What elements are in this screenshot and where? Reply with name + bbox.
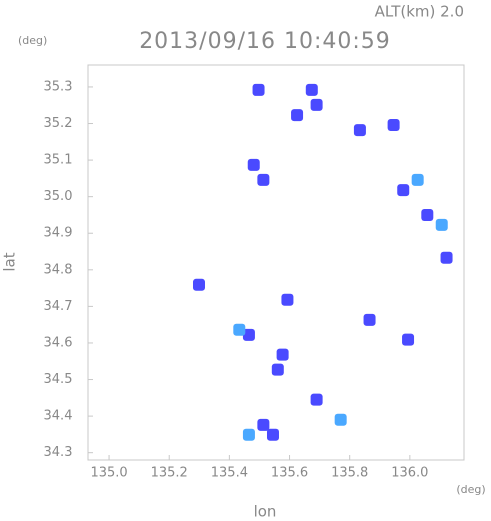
radar-echo xyxy=(411,173,424,186)
y-tick-label: 35.3 xyxy=(44,79,73,94)
radar-echo xyxy=(192,278,205,291)
radar-echo xyxy=(247,158,260,171)
x-tick-label: 135.4 xyxy=(211,466,248,481)
radar-echo xyxy=(363,313,376,326)
radar-echo xyxy=(440,251,453,264)
radar-echo xyxy=(435,218,448,231)
y-tick-label: 34.5 xyxy=(44,372,73,387)
radar-echo xyxy=(257,173,270,186)
radar-echo xyxy=(257,418,270,431)
x-tick-label: 136.0 xyxy=(391,466,428,481)
altitude-label: ALT(km) 2.0 xyxy=(375,3,464,21)
radar-echo xyxy=(305,83,318,96)
radar-echo xyxy=(271,363,284,376)
y-tick-label: 34.3 xyxy=(44,445,73,460)
radar-echo xyxy=(334,413,347,426)
y-tick-label: 34.7 xyxy=(44,299,73,314)
x-unit: (deg) xyxy=(456,483,485,496)
plot-frame xyxy=(87,64,465,461)
radar-echo xyxy=(281,293,294,306)
y-tick-label: 34.8 xyxy=(44,262,73,277)
radar-echo xyxy=(242,328,255,341)
radar-echo xyxy=(402,333,415,346)
radar-echo xyxy=(353,124,366,137)
chart-title: 2013/09/16 10:40:59 xyxy=(139,29,391,54)
radar-echo xyxy=(310,98,323,111)
radar-echo xyxy=(291,109,304,122)
y-tick-label: 34.4 xyxy=(44,409,73,424)
radar-echo xyxy=(310,393,323,406)
radar-echo xyxy=(252,83,265,96)
y-tick-label: 34.9 xyxy=(44,226,73,241)
x-tick-label: 135.6 xyxy=(271,466,308,481)
radar-echo xyxy=(387,118,400,131)
radar-echo xyxy=(233,323,246,336)
y-tick-label: 35.1 xyxy=(44,153,73,168)
y-tick-label: 34.6 xyxy=(44,335,73,350)
radar-echo xyxy=(421,208,434,221)
y-unit: (deg) xyxy=(18,34,47,47)
x-axis-label: lon xyxy=(254,503,277,521)
radar-echo xyxy=(397,184,410,197)
radar-echo xyxy=(276,348,289,361)
radar-echo xyxy=(242,428,255,441)
x-tick-label: 135.8 xyxy=(331,466,368,481)
y-axis-label: lat xyxy=(1,252,19,271)
radar-echo xyxy=(266,428,279,441)
x-tick-label: 135.2 xyxy=(151,466,188,481)
y-tick-label: 35.0 xyxy=(44,189,73,204)
y-tick-label: 35.2 xyxy=(44,116,73,131)
x-tick-label: 135.0 xyxy=(90,466,127,481)
